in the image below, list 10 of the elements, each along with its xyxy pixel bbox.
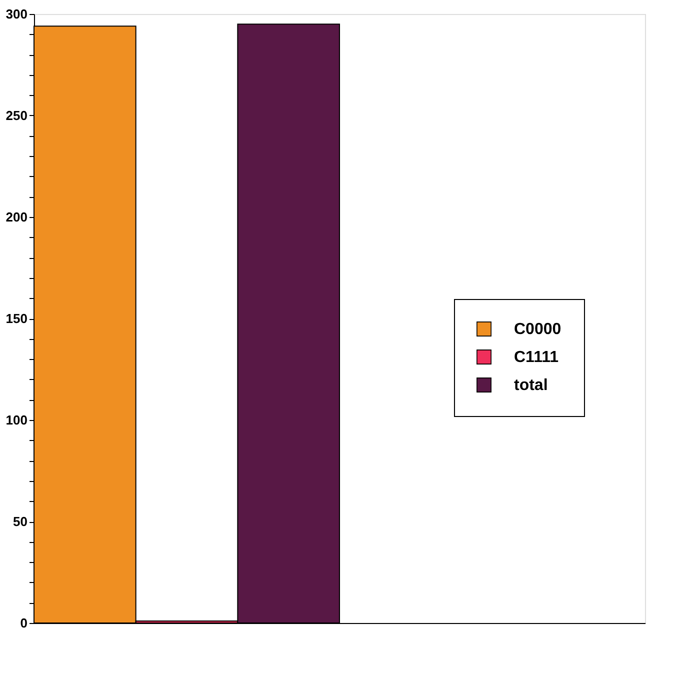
legend-label: total [514, 377, 548, 394]
y-tick-label: 200 [6, 210, 28, 224]
y-tick-label: 300 [6, 6, 28, 22]
y-tick-label: 250 [6, 108, 28, 123]
y-tick-label: 150 [6, 311, 28, 326]
legend-label: C1111 [514, 349, 559, 366]
y-tick-label: 50 [13, 514, 28, 529]
y-tick-label: 100 [6, 412, 28, 428]
y-tick-label: 0 [20, 616, 28, 630]
legend-label: C0000 [514, 321, 562, 338]
